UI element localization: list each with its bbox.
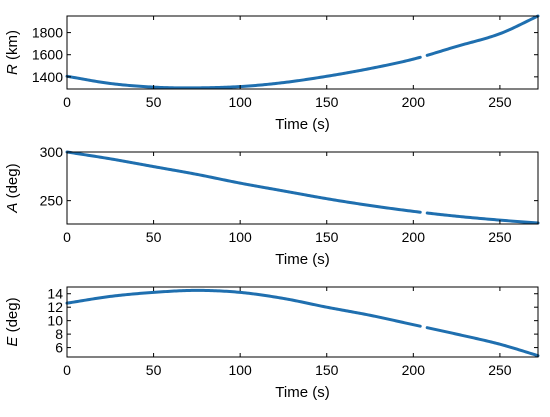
range-x-axis-label: Time (s) [275, 116, 329, 133]
range-x-tick-label: 0 [63, 94, 71, 110]
range-y-axis-variable: R [4, 64, 21, 75]
elevation-y-tick-label: 8 [55, 326, 63, 342]
azimuth-y-tick-label: 250 [40, 193, 64, 209]
range-y-tick-label: 1400 [32, 69, 63, 85]
panel-range: 0 50 100 150 200 250 1400 1600 1800 Time (s) R (km… [4, 14, 540, 133]
elevation-x-tick-label: 100 [228, 362, 252, 378]
range-x-tick-label: 150 [315, 94, 339, 110]
azimuth-y-axis-unit: (deg) [4, 163, 21, 202]
azimuth-y-tick-label: 300 [40, 144, 64, 160]
azimuth-x-tick-label: 150 [315, 229, 339, 245]
elevation-x-tick-label: 0 [63, 362, 71, 378]
range-y-axis-unit: (km) [4, 30, 21, 64]
panel-azimuth: 0 50 100 150 200 250 250 300 Time (s) A (deg) [4, 144, 540, 268]
range-x-tick-label: 100 [228, 94, 252, 110]
elevation-y-tick-label: 10 [47, 313, 63, 329]
azimuth-series-line-0-segment-1 [425, 211, 540, 225]
azimuth-x-tick-label: 50 [146, 229, 162, 245]
elevation-x-tick-label: 250 [488, 362, 512, 378]
elevation-y-tick-label: 14 [47, 286, 63, 302]
elevation-x-axis-label: Time (s) [275, 384, 329, 401]
range-series-line-0-segment-1 [425, 14, 540, 57]
range-axes-box [66, 15, 539, 90]
elevation-x-tick-label: 200 [402, 362, 426, 378]
elevation-y-tick-label: 6 [55, 340, 63, 356]
elevation-y-tick-label: 12 [47, 299, 63, 315]
azimuth-x-tick-label: 200 [402, 229, 426, 245]
elevation-y-axis-variable: E [4, 336, 21, 347]
elevation-series-line-0-segment-1 [425, 326, 540, 358]
elevation-y-axis-label: E (deg) [4, 297, 21, 346]
range-x-tick-label: 250 [488, 94, 512, 110]
elevation-series-line-0-segment-0 [65, 288, 422, 328]
azimuth-x-tick-label: 250 [488, 229, 512, 245]
azimuth-x-tick-label: 100 [228, 229, 252, 245]
range-x-tick-label: 200 [402, 94, 426, 110]
range-y-axis-label: R (km) [4, 30, 21, 75]
range-y-tick-label: 1800 [32, 25, 63, 41]
azimuth-axes-box [66, 151, 539, 225]
range-series-line-0-segment-0 [65, 55, 422, 90]
elevation-x-tick-label: 50 [146, 362, 162, 378]
azimuth-series-line-0-segment-0 [65, 150, 422, 214]
azimuth-y-axis-variable: A [4, 203, 21, 214]
elevation-axes-box [66, 286, 539, 358]
elevation-y-axis-unit: (deg) [4, 297, 21, 336]
range-x-tick-label: 50 [146, 94, 162, 110]
elevation-x-tick-label: 150 [315, 362, 339, 378]
range-y-tick-label: 1600 [32, 47, 63, 63]
azimuth-y-axis-label: A (deg) [4, 163, 21, 213]
azimuth-x-tick-label: 0 [63, 229, 71, 245]
azimuth-x-axis-label: Time (s) [275, 251, 329, 268]
